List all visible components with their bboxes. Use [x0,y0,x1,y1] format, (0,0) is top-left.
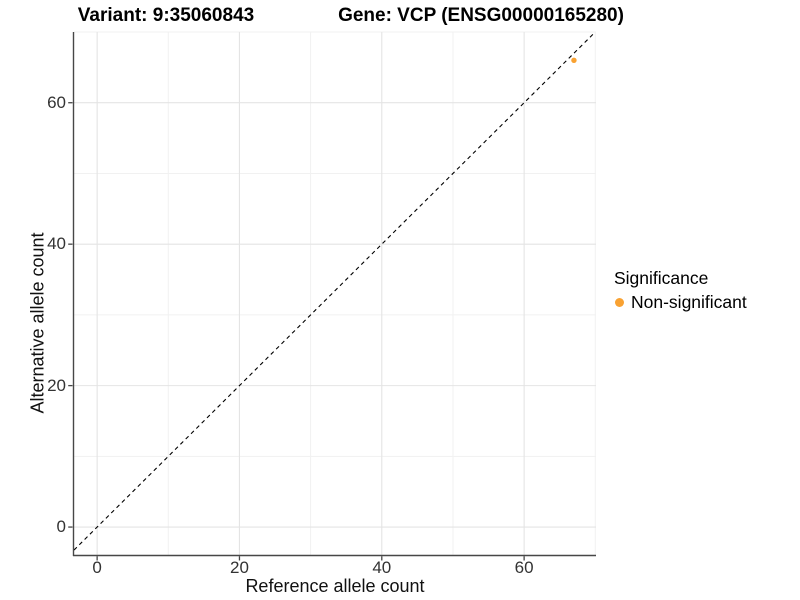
dot-icon [615,297,624,307]
y-tick-label: 60 [47,92,66,112]
legend: Significance Non-significant [614,268,747,311]
x-tick-label: 20 [229,558,249,577]
x-tick-label: 60 [514,558,534,577]
x-tick-label: 0 [92,558,102,577]
plot-title-variant: Variant: 9:35060843 [77,5,255,26]
legend-item: Non-significant [614,293,747,311]
x-axis-label: Reference allele count [245,576,425,596]
y-tick-label: 0 [56,517,66,537]
legend-item-label: Non-significant [631,292,747,312]
x-tick-label: 40 [372,558,392,577]
y-tick-label: 20 [47,375,66,395]
plot-title-gene: Gene: VCP (ENSG00000165280) [338,5,624,26]
identity-line [73,31,596,551]
scatter-point [571,57,577,63]
legend-title: Significance [614,268,709,288]
y-tick-label: 40 [47,234,66,254]
